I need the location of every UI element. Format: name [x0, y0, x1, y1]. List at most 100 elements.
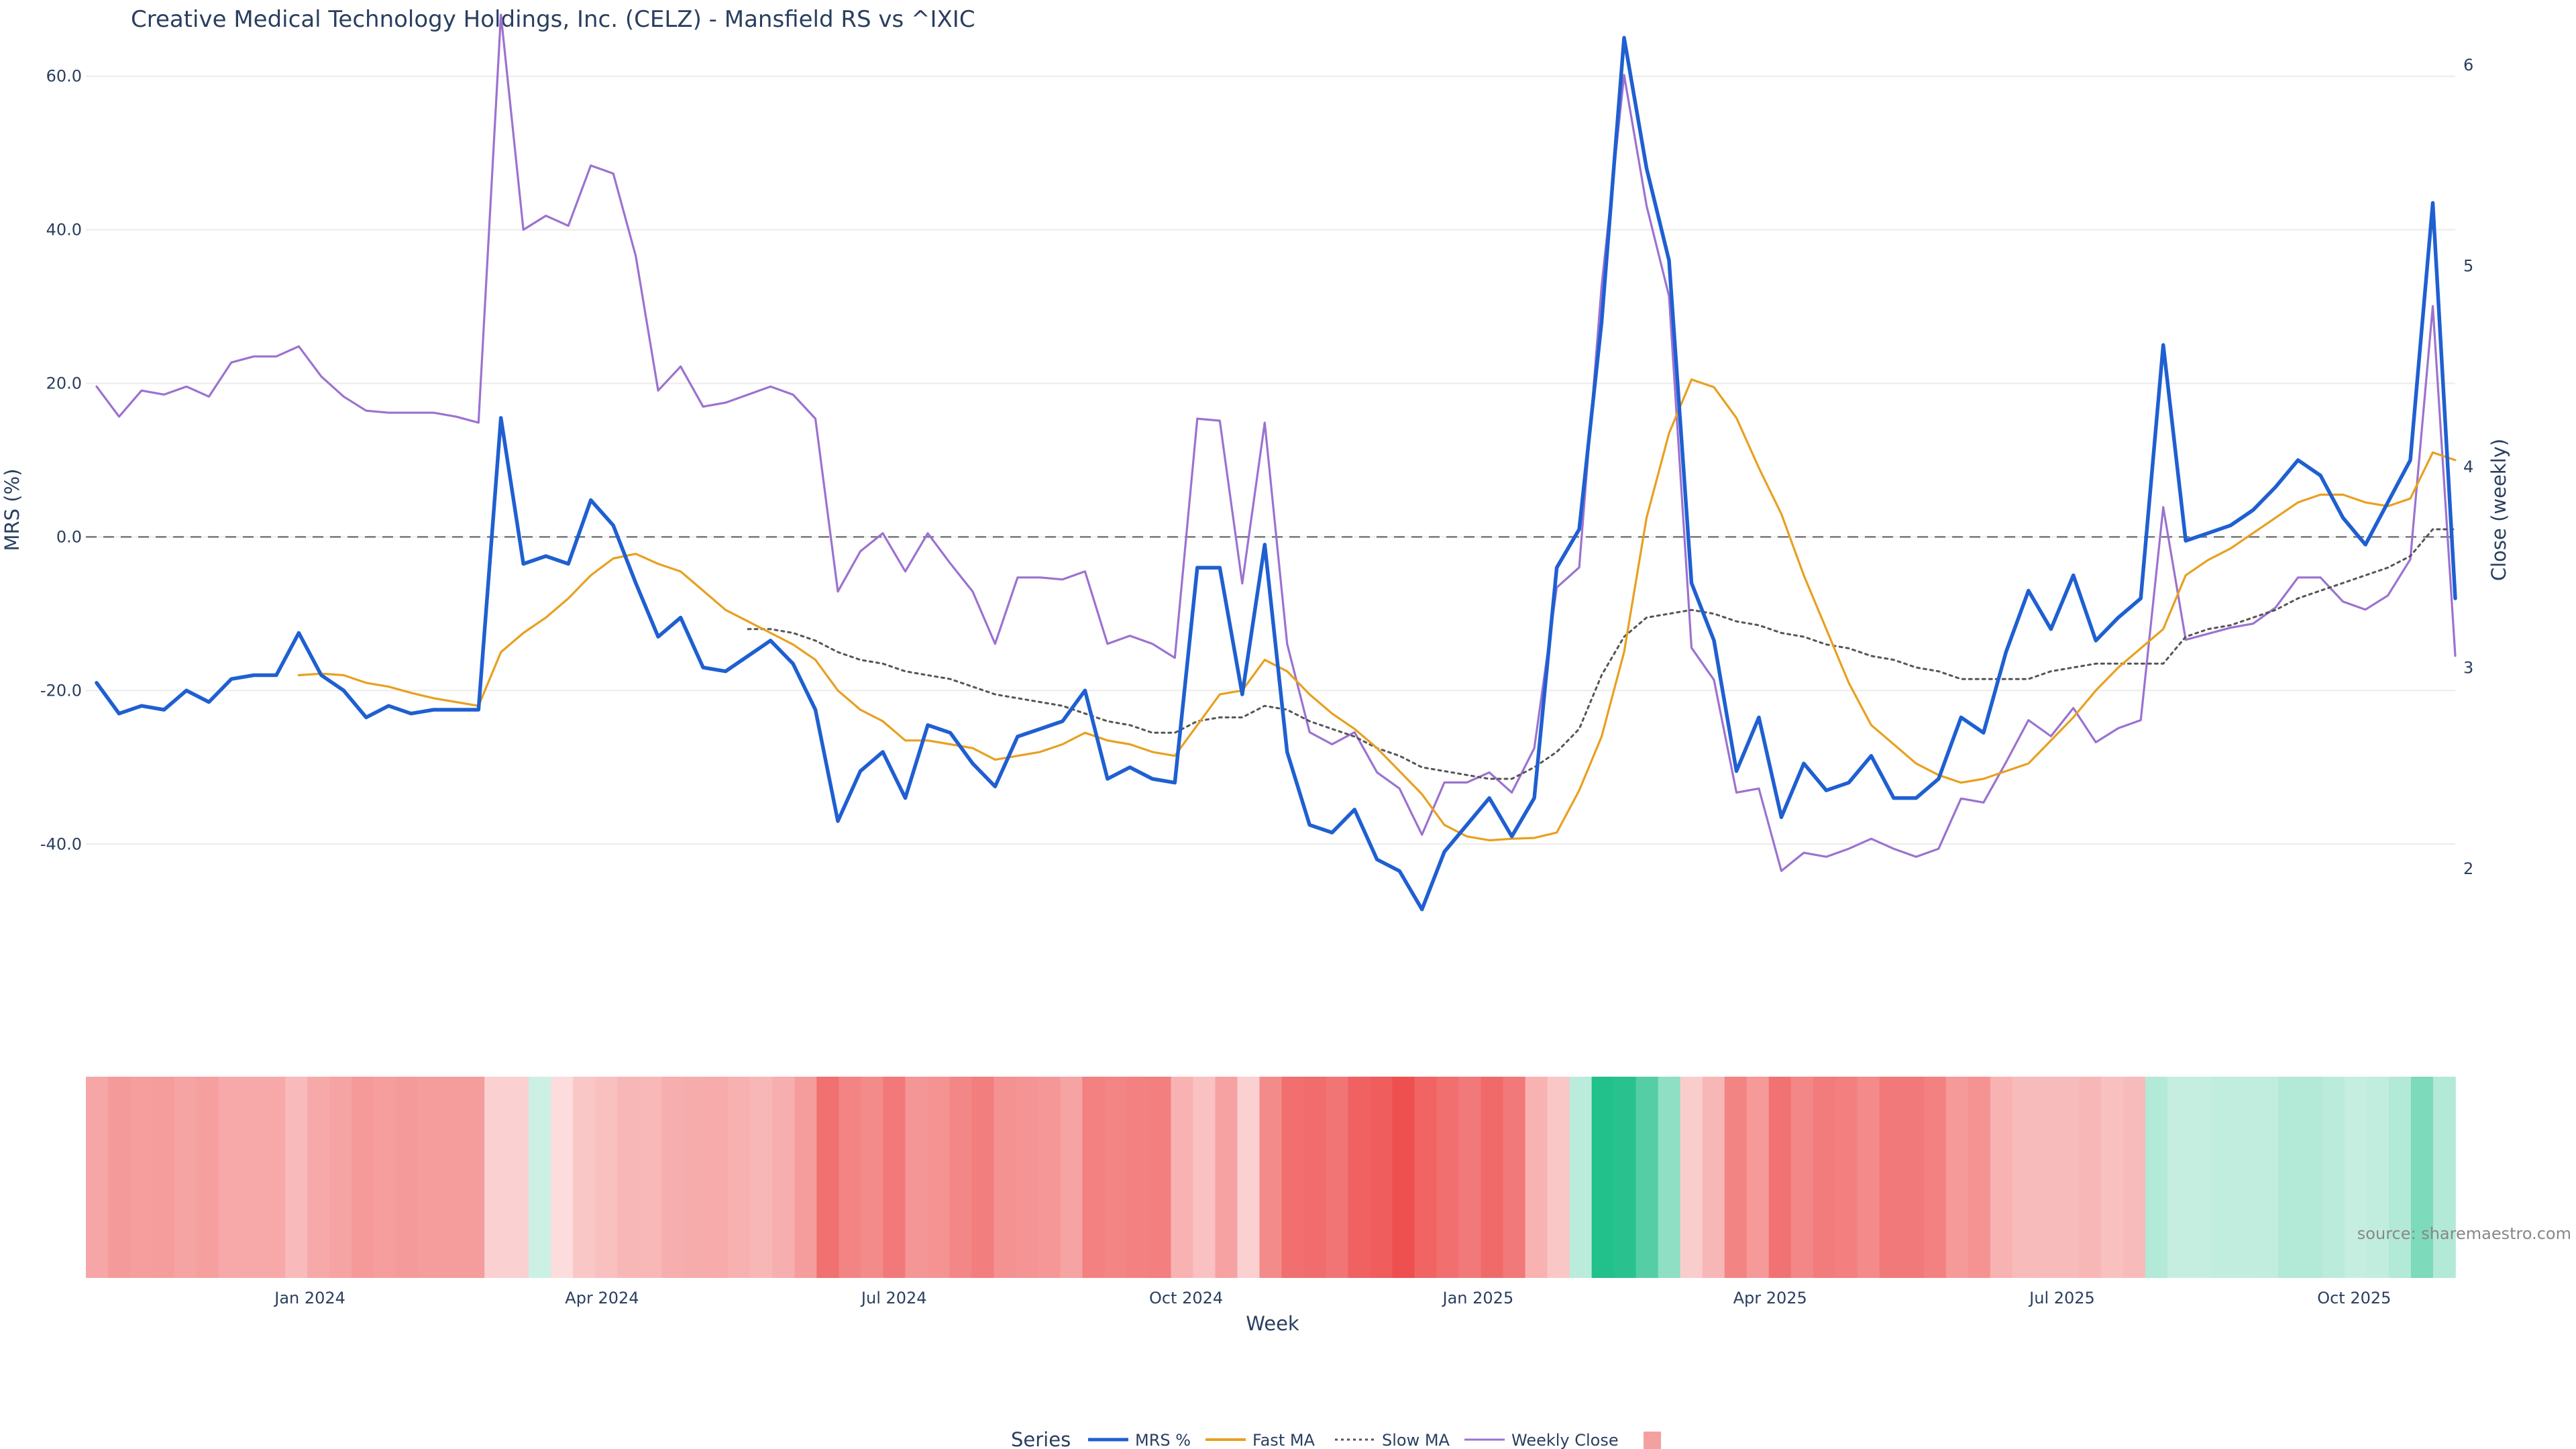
heatmap-cell: [1414, 1077, 1438, 1278]
heatmap-cell: [816, 1077, 840, 1278]
heatmap-cell: [1171, 1077, 1194, 1278]
right-tick-label: 5: [2463, 256, 2473, 275]
heatmap-cell: [2012, 1077, 2035, 1278]
heatmap-cell: [2344, 1077, 2367, 1278]
heatmap-cell: [2211, 1077, 2235, 1278]
heatmap-cell: [551, 1077, 574, 1278]
heatmap-cell: [1038, 1077, 1061, 1278]
heatmap-cell: [1923, 1077, 1947, 1278]
left-axis-ticks: 60.0 40.0 20.0 0.0 -20.0 -40.0: [40, 67, 82, 854]
x-tick-label: Apr 2025: [1733, 1289, 1807, 1307]
right-tick-label: 2: [2463, 859, 2473, 878]
heatmap-cell: [1768, 1077, 1792, 1278]
left-tick-label: 20.0: [46, 374, 82, 392]
heatmap-cell: [861, 1077, 884, 1278]
heatmap-cell: [595, 1077, 619, 1278]
legend-swatch-heatmap: [1644, 1432, 1661, 1449]
heatmap-cell: [506, 1077, 529, 1278]
heatmap-cell: [728, 1077, 751, 1278]
heatmap-cell: [1481, 1077, 1504, 1278]
series-line-weekly-close: [95, 13, 2457, 872]
right-tick-label: 3: [2463, 659, 2473, 678]
heatmap-cell: [263, 1077, 286, 1278]
heatmap-cell: [197, 1077, 219, 1278]
mrs-heatmap: [86, 1077, 2456, 1278]
heatmap-cell: [794, 1077, 818, 1278]
left-axis-title: MRS (%): [1, 469, 23, 551]
x-tick-label: Oct 2025: [2317, 1289, 2391, 1307]
x-axis-ticks: Jan 2024 Apr 2024 Jul 2024 Oct 2024 Jan 2025…: [273, 1289, 2391, 1307]
heatmap-cell: [329, 1077, 352, 1278]
heatmap-cell: [2189, 1077, 2212, 1278]
heatmap-cell: [2277, 1077, 2301, 1278]
x-tick-label: Oct 2024: [1149, 1289, 1223, 1307]
heatmap-cell: [108, 1077, 131, 1278]
heatmap-cell: [1990, 1077, 2013, 1278]
heatmap-cell: [883, 1077, 906, 1278]
heatmap-cell: [927, 1077, 951, 1278]
heatmap-cell: [1857, 1077, 1880, 1278]
heatmap-cell: [2255, 1077, 2279, 1278]
heatmap-cell: [573, 1077, 596, 1278]
heatmap-cell: [1569, 1077, 1593, 1278]
heatmap-cell: [1658, 1077, 1681, 1278]
heatmap-cell: [2078, 1077, 2102, 1278]
heatmap-cell: [1680, 1077, 1703, 1278]
heatmap-cell: [418, 1077, 441, 1278]
heatmap-cell: [684, 1077, 707, 1278]
heatmap-cell: [905, 1077, 928, 1278]
heatmap-cell: [1326, 1077, 1349, 1278]
heatmap-cell: [2167, 1077, 2190, 1278]
heatmap-cell: [130, 1077, 153, 1278]
heatmap-cell: [1724, 1077, 1748, 1278]
left-tick-label: 60.0: [46, 67, 82, 86]
heatmap-cell: [1237, 1077, 1260, 1278]
heatmap-cell: [1392, 1077, 1415, 1278]
right-tick-label: 4: [2463, 458, 2473, 476]
heatmap-cell: [2145, 1077, 2168, 1278]
heatmap-cell: [1348, 1077, 1371, 1278]
heatmap-cell: [484, 1077, 507, 1278]
heatmap-cell: [1370, 1077, 1393, 1278]
legend-label-slow: Slow MA: [1382, 1431, 1450, 1449]
heatmap-cell: [241, 1077, 264, 1278]
right-axis-title: Close (weekly): [2487, 439, 2510, 581]
heatmap-cell: [86, 1077, 109, 1278]
heatmap-cell: [2233, 1077, 2257, 1278]
heatmap-cell: [374, 1077, 396, 1278]
heatmap-cell: [1215, 1077, 1238, 1278]
heatmap-cell: [2322, 1077, 2345, 1278]
heatmap-cell: [1148, 1077, 1172, 1278]
heatmap-cell: [1016, 1077, 1039, 1278]
heatmap-cell: [285, 1077, 308, 1278]
heatmap-cell: [1613, 1077, 1637, 1278]
heatmap-cell: [2366, 1077, 2390, 1278]
heatmap-cell: [971, 1077, 995, 1278]
heatmap-cell: [1702, 1077, 1725, 1278]
chart-title: Creative Medical Technology Holdings, In…: [131, 6, 975, 33]
left-tick-label: 0.0: [56, 527, 82, 546]
legend-label-close: Weekly Close: [1511, 1431, 1619, 1449]
heatmap-cell: [1879, 1077, 1902, 1278]
source-note: source: sharemaestro.com: [2357, 1224, 2571, 1243]
heatmap-cell: [307, 1077, 330, 1278]
right-axis-ticks: 6 5 4 3 2: [2463, 56, 2473, 878]
heatmap-cell: [1503, 1077, 1526, 1278]
heatmap-cell: [462, 1077, 485, 1278]
heatmap-cell: [1082, 1077, 1106, 1278]
legend-label-mrs: MRS %: [1135, 1431, 1191, 1449]
x-tick-label: Jul 2025: [2028, 1289, 2095, 1307]
heatmap-cell: [1945, 1077, 1969, 1278]
legend: Series MRS % Fast MA Slow MA Weekly Clos…: [1011, 1428, 1661, 1449]
heatmap-cell: [1790, 1077, 1814, 1278]
series-line-mrs: [95, 36, 2457, 912]
heatmap-cell: [352, 1077, 374, 1278]
heatmap-cell: [617, 1077, 641, 1278]
heatmap-cell: [1259, 1077, 1283, 1278]
heatmap-cell: [772, 1077, 796, 1278]
legend-label-fast: Fast MA: [1252, 1431, 1316, 1449]
heatmap-cell: [396, 1077, 419, 1278]
heatmap-cell: [1060, 1077, 1083, 1278]
series-line-fast-ma: [297, 378, 2457, 842]
heatmap-cell: [949, 1077, 973, 1278]
